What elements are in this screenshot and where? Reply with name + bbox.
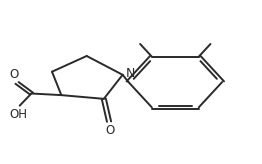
Text: N: N [126,67,135,81]
Text: OH: OH [9,108,27,121]
Text: O: O [106,124,115,137]
Text: O: O [9,68,19,81]
